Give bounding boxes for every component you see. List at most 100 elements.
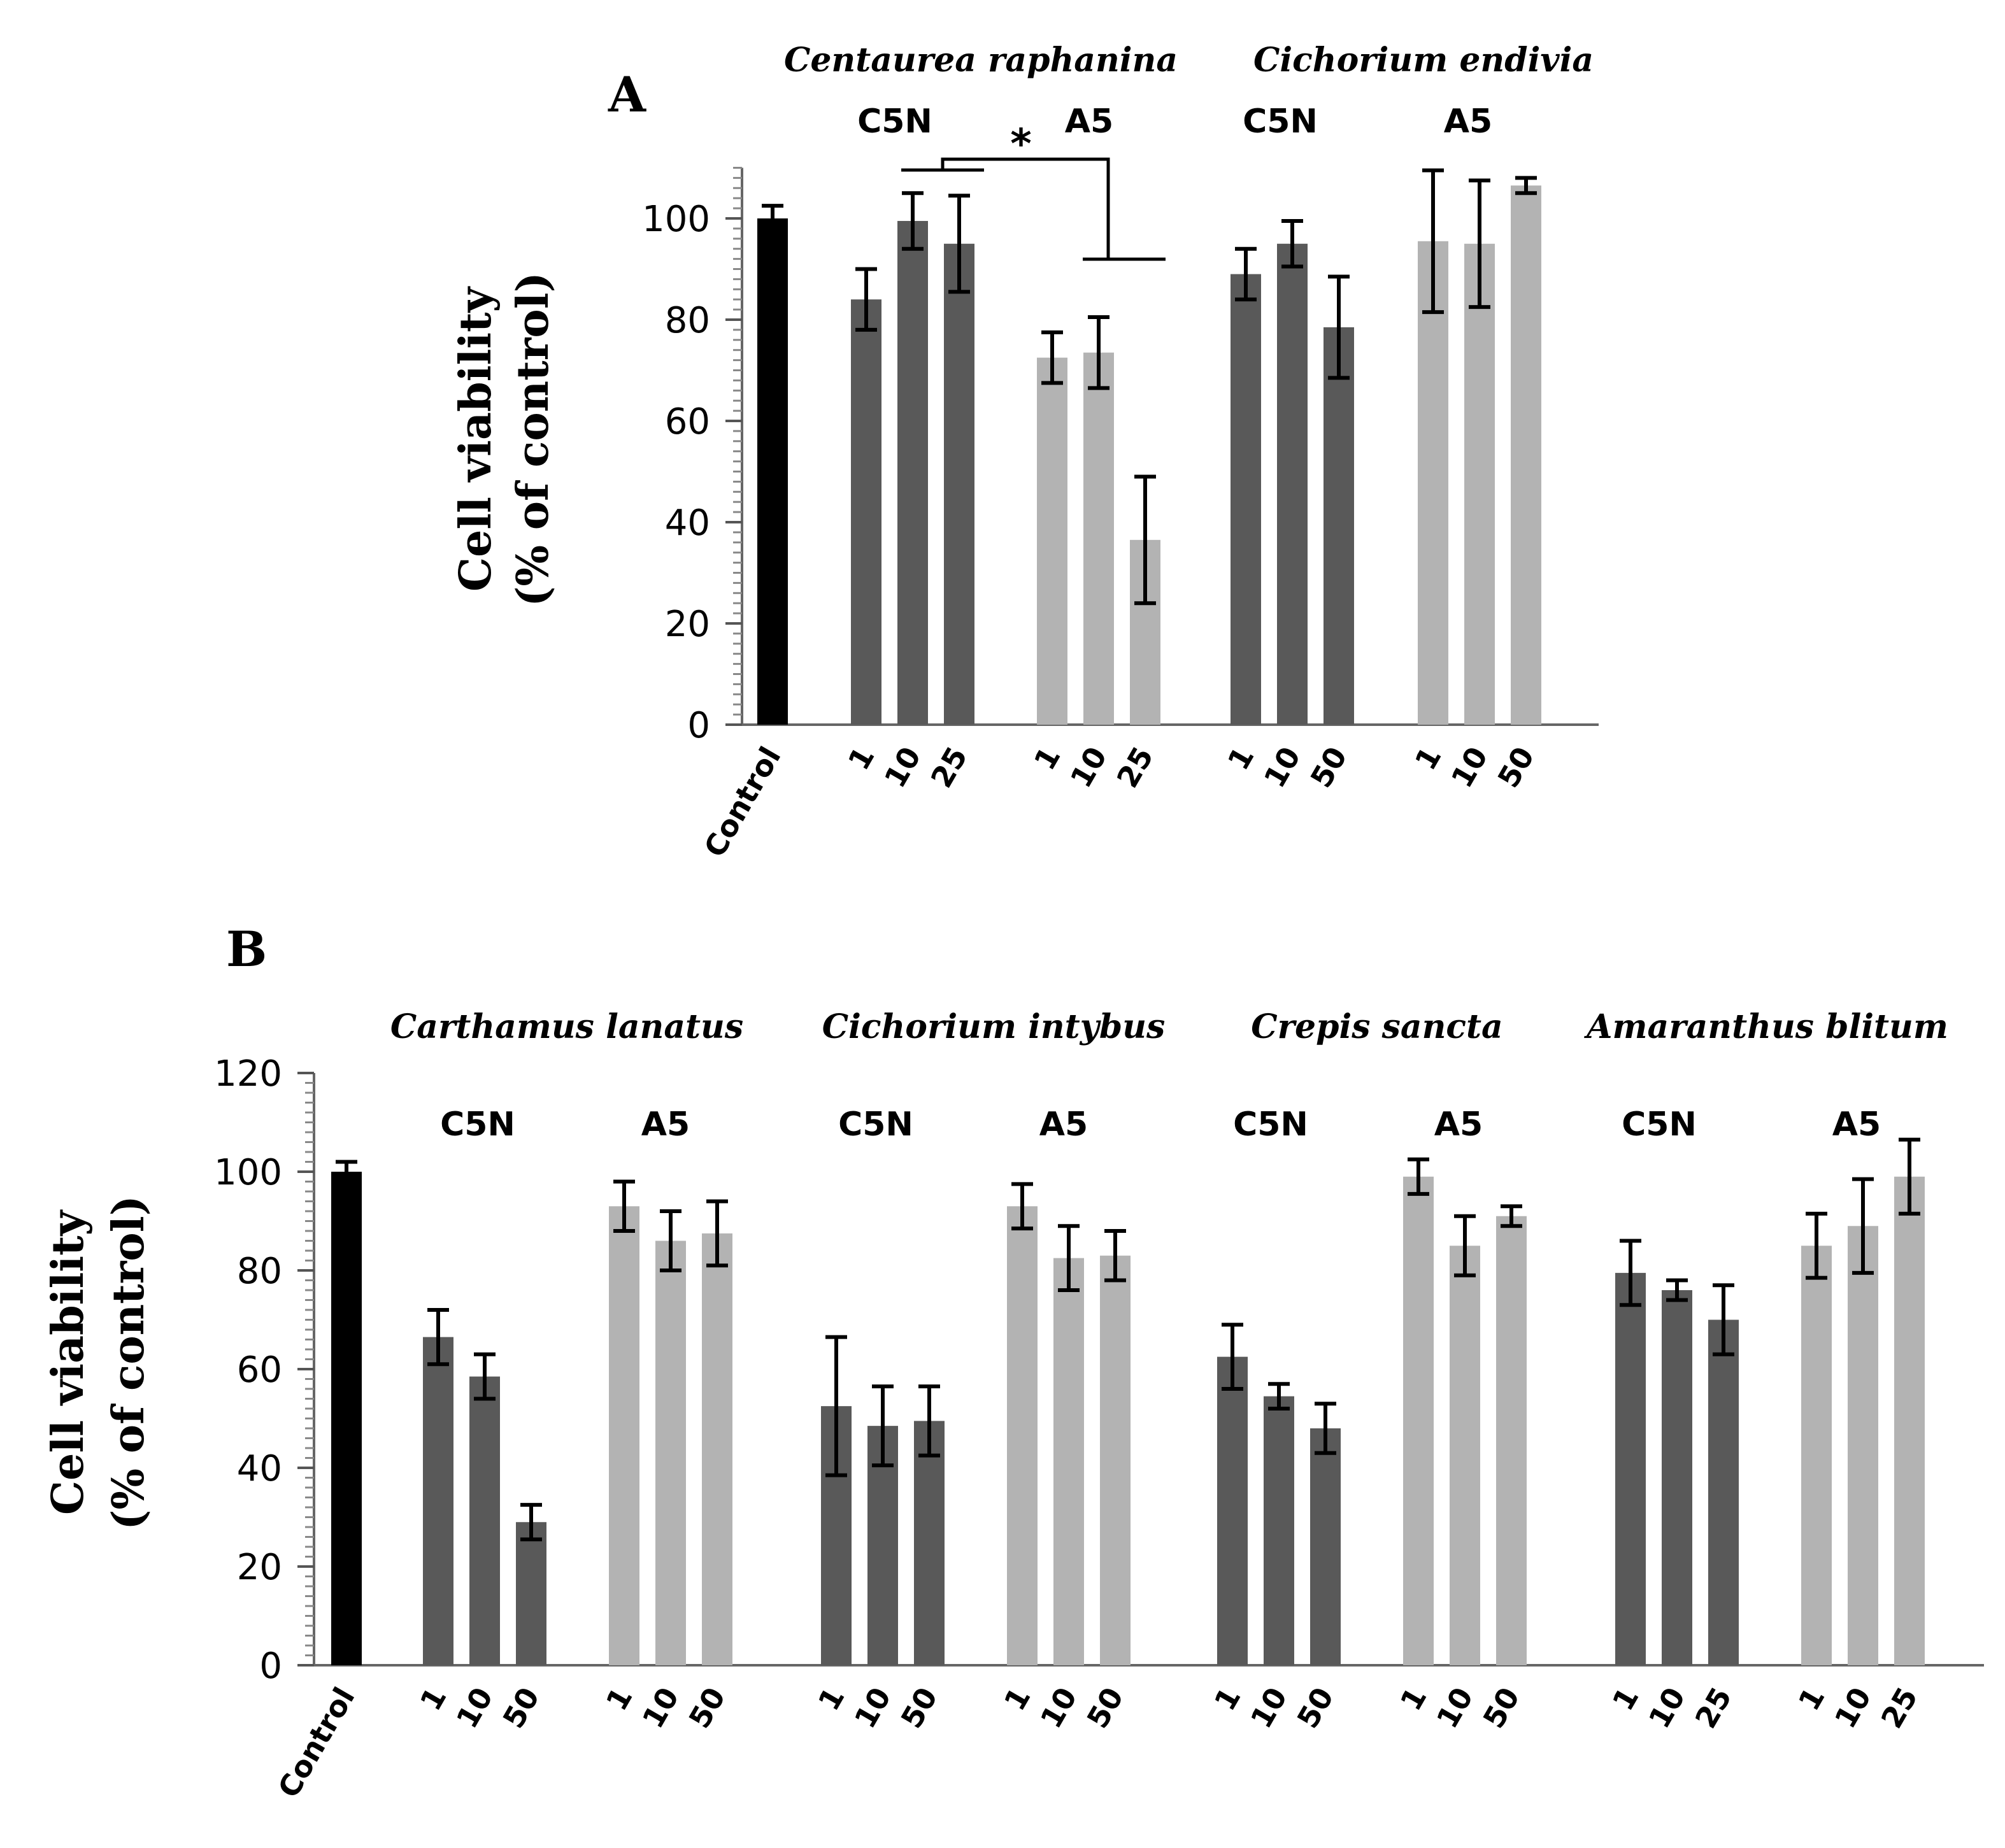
panel-b-x-tick-label: 10 (1828, 1682, 1878, 1734)
panel-a-bar (897, 220, 928, 725)
panel-a-x-tick-label: 10 (1445, 741, 1495, 793)
panel-a-species-1: Centaurea raphanina (784, 41, 1178, 80)
panel-a-x-tick-label: 10 (1257, 741, 1308, 793)
panel-b-x-tick-label: 1 (1792, 1682, 1832, 1717)
panel-a-y-tick-label: 40 (665, 502, 710, 544)
panel-b-group-label-5: C5N (1233, 1105, 1308, 1144)
panel-b-species-2: Cichorium intybus (822, 1007, 1166, 1046)
panel-b-bar (1662, 1290, 1692, 1665)
panel-b-bar (469, 1376, 500, 1665)
panel-a-species-2: Cichorium endivia (1253, 41, 1594, 80)
panel-b-bar (423, 1337, 453, 1665)
panel-a-x-tick-label: 10 (1064, 741, 1114, 793)
panel-b-bar (1100, 1255, 1131, 1665)
panel-b-x-tick-label: 10 (1430, 1682, 1480, 1734)
panel-b-x-tick-label: 10 (636, 1682, 686, 1734)
panel-b-x-tick-label: 10 (1244, 1682, 1294, 1734)
panel-b-bar (1894, 1176, 1925, 1665)
panel-b-letter: B (226, 921, 267, 977)
panel-a-x-tick-label: 50 (1304, 741, 1354, 793)
panel-b-x-tick-label: 50 (682, 1682, 732, 1734)
panel-a-x-tick-label: 1 (1408, 741, 1448, 776)
panel-b-bar (1403, 1176, 1434, 1665)
panel-b-x-tick-label: 1 (599, 1682, 639, 1717)
panel-b-y-tick-label: 100 (214, 1152, 282, 1193)
panel-b-group-label-3: C5N (838, 1105, 913, 1144)
panel-b-y-tick-label: 80 (237, 1251, 282, 1292)
panel-b-x-tick-label: 50 (894, 1682, 945, 1734)
panel-a-bar (1324, 327, 1354, 725)
panel-b-x-tick-label: 10 (848, 1682, 898, 1734)
panel-b-bar (1801, 1246, 1832, 1665)
panel-b-y-tick-label: 60 (237, 1349, 282, 1391)
panel-b-group-label-8: A5 (1832, 1105, 1881, 1144)
panel-b-bar (1708, 1319, 1739, 1665)
panel-a-bar (1231, 274, 1261, 725)
panel-a-bar (1277, 243, 1308, 725)
panel-b-bar (516, 1522, 546, 1665)
panel-b-group-label-4: A5 (1039, 1105, 1088, 1144)
panel-b-x-tick-label: 25 (1874, 1682, 1925, 1734)
panel-b-y-tick-label: 20 (237, 1547, 282, 1588)
panel-b-bar (702, 1233, 732, 1665)
panel-b-x-tick-label: Control (271, 1682, 362, 1804)
panel-a-ylabel-line1: Cell viability (450, 285, 501, 592)
panel-b-x-tick-label: 50 (1080, 1682, 1131, 1734)
panel-a-bar (1037, 357, 1067, 725)
panel-b-y-tick-label: 120 (214, 1053, 282, 1095)
panel-a-bar (1418, 241, 1448, 725)
panel-b-x-tick-label: 50 (496, 1682, 546, 1734)
panel-a-bar (1083, 352, 1114, 725)
panel-b-bar (1053, 1258, 1084, 1665)
panel-a-y-tick-label: 0 (687, 705, 710, 746)
panel-a-y-tick-label: 20 (665, 604, 710, 645)
panel-b-species-4: Amaranthus blitum (1583, 1007, 1948, 1046)
panel-b-y-tick-label: 40 (237, 1448, 282, 1489)
panel-b-bar (1310, 1428, 1341, 1665)
panel-b-bar (1615, 1272, 1646, 1665)
panel-a-x-tick-label: 10 (878, 741, 928, 793)
panel-b-bar (1264, 1396, 1294, 1665)
panel-a-group-label-4: A5 (1444, 103, 1492, 141)
significance-star: * (1010, 121, 1031, 168)
panel-a-y-tick-label: 100 (642, 199, 710, 240)
panel-a-group-label-1: C5N (857, 103, 932, 141)
panel-b-x-tick-label: 1 (413, 1682, 453, 1717)
panel-b-x-tick-label: 1 (811, 1682, 852, 1717)
panel-b-species-3: Crepis sancta (1251, 1007, 1503, 1046)
panel-a-bar (851, 299, 881, 725)
panel-b-ylabel-line1: Cell viability (43, 1209, 94, 1515)
panel-b-group-label-1: C5N (440, 1105, 515, 1144)
panel-b-x-tick-label: 10 (1034, 1682, 1084, 1734)
panel-b-y-tick-label: 0 (259, 1645, 282, 1687)
panel-a-x-tick-label: 1 (1221, 741, 1261, 776)
panel-b-bar (1848, 1226, 1878, 1665)
panel-a-x-tick-label: 25 (1110, 741, 1160, 793)
panel-a-bar (1464, 243, 1495, 725)
panel-b-x-tick-label: 25 (1688, 1682, 1739, 1734)
panel-b-group-label-2: A5 (641, 1105, 690, 1144)
panel-b-x-tick-label: 50 (1476, 1682, 1527, 1734)
panel-a-x-tick-label: 1 (841, 741, 881, 776)
panel-b-bar (914, 1421, 945, 1665)
panel-b-bar (1217, 1356, 1248, 1665)
panel-b-group-label-7: C5N (1622, 1105, 1697, 1144)
panel-b-x-tick-label: 50 (1290, 1682, 1341, 1734)
panel-a-y-tick-label: 60 (665, 401, 710, 443)
panel-b-x-tick-label: 1 (1208, 1682, 1248, 1717)
panel-a-x-tick-label: 50 (1491, 741, 1541, 793)
panel-b-x-tick-label: 10 (450, 1682, 500, 1734)
panel-a-x-tick-label: Control (697, 741, 788, 864)
panel-b-x-tick-label: 1 (1606, 1682, 1646, 1717)
panel-b-group-label-6: A5 (1434, 1105, 1483, 1144)
panel-a-group-label-2: A5 (1065, 103, 1113, 141)
panel-b-bar (609, 1206, 639, 1665)
panel-a-ylabel-line2: (% of control) (508, 272, 559, 607)
panel-b-x-tick-label: 1 (997, 1682, 1038, 1717)
panel-b-x-tick-label: 1 (1394, 1682, 1434, 1717)
panel-b-species-1: Carthamus lanatus (390, 1007, 743, 1046)
panel-b-bar (1007, 1206, 1038, 1665)
panel-a-group-label-3: C5N (1243, 103, 1318, 141)
